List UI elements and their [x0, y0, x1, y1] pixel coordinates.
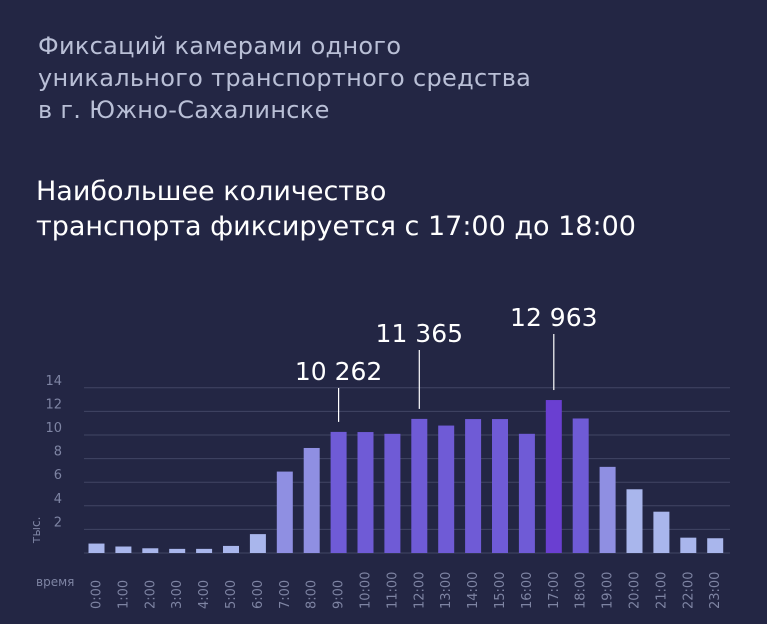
x-tick-label: 0:00 [90, 580, 105, 609]
bar [249, 534, 266, 553]
data-label: 11 365 [376, 319, 463, 348]
bar [303, 447, 320, 553]
x-tick-label: 20:00 [628, 572, 643, 609]
x-tick-label: 11:00 [385, 572, 400, 609]
chart-subtitle: Наибольшее количество транспорта фиксиру… [36, 174, 736, 244]
subtitle-line-1: Наибольшее количество [36, 176, 387, 207]
bar [169, 548, 186, 553]
x-tick-label: 10:00 [359, 572, 374, 609]
bar [384, 433, 401, 553]
x-tick-label: 18:00 [574, 572, 589, 609]
x-tick-label: 1:00 [116, 580, 131, 609]
bar [680, 537, 697, 553]
bar [599, 466, 616, 553]
x-tick-label: 15:00 [493, 572, 508, 609]
x-tick-label: 6:00 [251, 580, 266, 609]
x-tick-label: 23:00 [708, 572, 723, 609]
x-tick-label: 9:00 [332, 580, 347, 609]
bar [223, 545, 239, 553]
bar [518, 433, 535, 553]
y-tick-label: 14 [45, 374, 62, 389]
data-label: 10 262 [295, 357, 382, 386]
x-tick-label: 3:00 [170, 580, 185, 609]
y-tick-label: 8 [54, 445, 62, 460]
bar [142, 548, 159, 553]
x-axis-label: время [36, 575, 74, 589]
x-tick-label: 16:00 [520, 572, 535, 609]
bar [115, 546, 132, 553]
y-tick-label: 10 [45, 421, 62, 436]
y-axis-label: тыс. [29, 517, 43, 544]
chart-title: Фиксаций камерами одного уникального тра… [38, 30, 678, 126]
bar [626, 489, 643, 553]
title-line-1: Фиксаций камерами одного [38, 32, 402, 60]
x-tick-label: 14:00 [466, 572, 481, 609]
x-tick-label: 12:00 [412, 572, 427, 609]
x-tick-label: 21:00 [654, 572, 669, 609]
x-tick-label: 7:00 [278, 580, 293, 609]
x-tick-label: 5:00 [224, 580, 239, 609]
bar [196, 548, 213, 553]
data-label: 12 963 [510, 303, 597, 332]
y-tick-label: 6 [54, 468, 62, 483]
bar [653, 511, 670, 553]
bar [438, 425, 455, 553]
x-tick-label: 2:00 [143, 580, 158, 609]
bar [357, 432, 374, 553]
x-tick-label: 4:00 [197, 580, 212, 609]
bar [572, 418, 589, 553]
title-line-2: уникального транспортного средства [38, 64, 532, 92]
bar [492, 419, 508, 553]
bar [88, 543, 105, 553]
x-tick-label: 22:00 [681, 572, 696, 609]
y-tick-label: 2 [54, 515, 62, 530]
bar [276, 471, 293, 553]
bar [545, 400, 562, 553]
x-tick-label: 8:00 [305, 580, 320, 609]
bar [330, 431, 347, 553]
bar [465, 419, 482, 553]
x-tick-label: 17:00 [547, 572, 562, 609]
y-tick-label: 12 [45, 397, 62, 412]
x-tick-label: 13:00 [439, 572, 454, 609]
bar [707, 538, 724, 553]
title-line-3: в г. Южно-Сахалинске [38, 96, 330, 124]
bar [411, 418, 428, 553]
x-tick-label: 19:00 [601, 572, 616, 609]
y-tick-label: 4 [54, 492, 62, 507]
subtitle-line-2: транспорта фиксируется с 17:00 до 18:00 [36, 211, 636, 242]
